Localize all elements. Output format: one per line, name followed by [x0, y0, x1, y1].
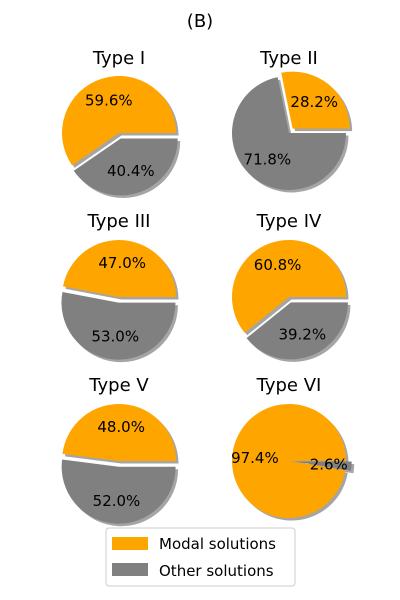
wedge-modal [62, 404, 177, 461]
legend-frame [105, 527, 296, 587]
legend-swatch-modal [112, 537, 148, 550]
wedge-label-other: 71.8% [244, 150, 292, 168]
wedge-other [294, 461, 352, 471]
wedge-label-other: 53.0% [91, 328, 139, 346]
wedge-label-modal: 59.6% [85, 91, 133, 109]
figure-title: (B) [187, 11, 213, 32]
wedge-modal [281, 71, 350, 129]
wedge-modal [63, 240, 177, 297]
legend: Modal solutions Other solutions [105, 527, 296, 587]
pie-6: Type VI 97.4% 2.6% [231, 375, 355, 521]
pie-title: Type III [87, 211, 151, 232]
wedge-label-modal: 60.8% [254, 256, 302, 274]
legend-label-other: Other solutions [159, 562, 274, 580]
wedge-modal [232, 403, 347, 518]
wedge-label-other: 40.4% [107, 162, 155, 180]
pie-2: Type II 28.2% 71.8% [232, 48, 353, 193]
wedge-other [61, 291, 176, 360]
pie-title: Type I [92, 48, 145, 69]
pie-1: Type I 59.6% 40.4% [62, 48, 181, 198]
wedge-label-modal: 97.4% [231, 449, 279, 467]
pie-title: Type VI [256, 375, 322, 396]
pie-5: Type V 48.0% 52.0% [61, 375, 179, 527]
pie-title: Type II [259, 48, 318, 69]
wedge-label-other: 52.0% [93, 492, 141, 510]
wedge-other [232, 77, 346, 191]
wedge-other [246, 302, 348, 360]
wedge-label-other: 2.6% [310, 455, 348, 473]
pie-title: Type IV [256, 211, 322, 232]
wedge-label-modal: 48.0% [97, 418, 145, 436]
wedge-other [61, 459, 176, 524]
pie-3: Type III 47.0% 53.0% [61, 211, 179, 363]
wedge-label-other: 39.2% [278, 326, 326, 344]
wedge-label-modal: 47.0% [98, 254, 146, 272]
legend-swatch-other [112, 563, 148, 576]
wedge-other [73, 138, 178, 196]
wedge-modal [232, 239, 346, 333]
pie-4: Type IV 60.8% 39.2% [232, 211, 351, 362]
legend-label-modal: Modal solutions [159, 535, 276, 553]
wedge-label-modal: 28.2% [290, 93, 338, 111]
wedge-modal [62, 75, 177, 166]
pie-title: Type V [88, 375, 149, 396]
